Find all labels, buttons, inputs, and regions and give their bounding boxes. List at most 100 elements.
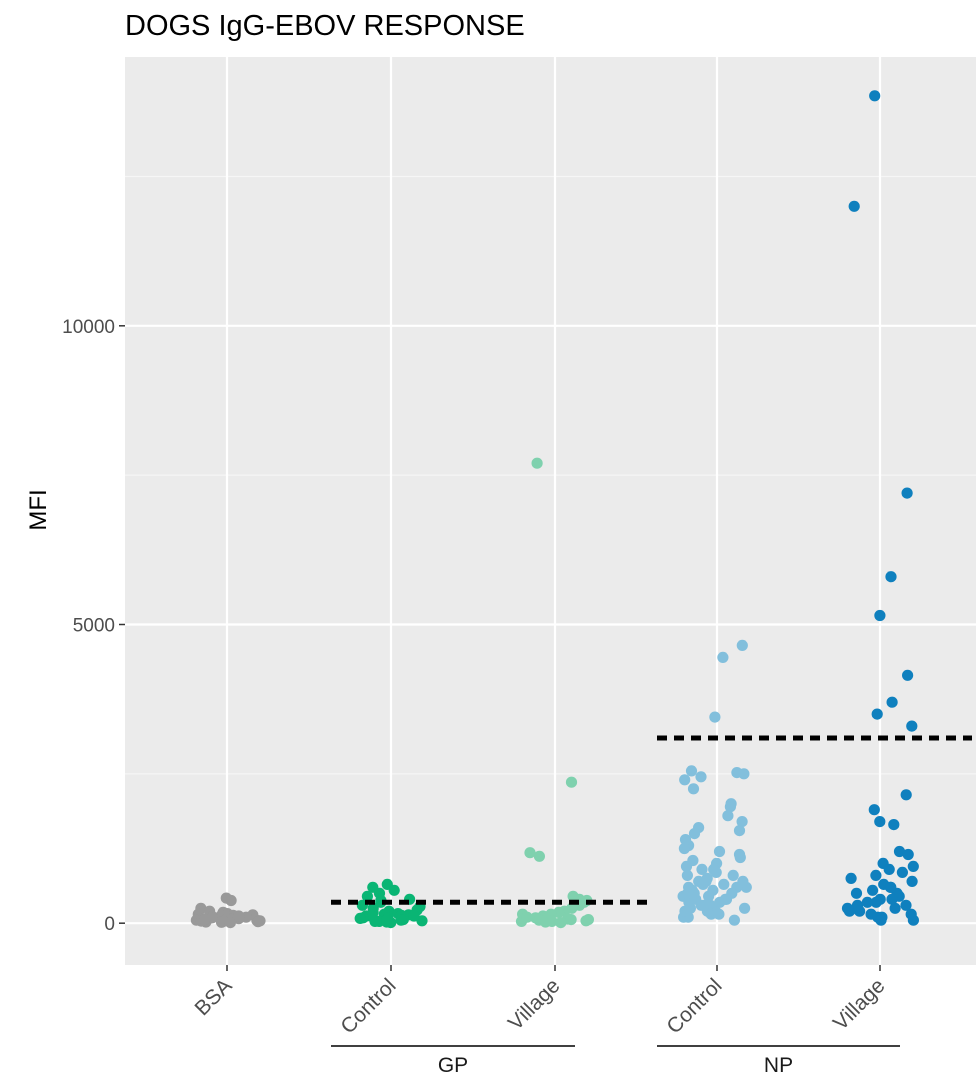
data-point: [718, 878, 730, 891]
y-tick-label: 10000: [62, 317, 115, 338]
gridlines: [125, 57, 976, 965]
data-point: [696, 863, 708, 876]
x-tick-label: Control: [662, 974, 726, 1038]
data-point: [524, 847, 536, 859]
data-point: [408, 910, 420, 922]
data-point: [381, 914, 393, 926]
group-label: NP: [764, 1054, 793, 1077]
data-point: [233, 910, 245, 922]
data-point: [565, 914, 577, 926]
data-point: [902, 848, 914, 861]
data-point: [733, 825, 746, 837]
data-point: [199, 914, 211, 926]
data-point: [582, 914, 595, 926]
data-point: [709, 711, 721, 723]
data-point: [682, 887, 694, 899]
data-point: [678, 842, 691, 855]
data-point: [885, 881, 897, 893]
data-point: [369, 915, 381, 928]
data-point: [861, 896, 874, 908]
data-point: [687, 783, 700, 795]
data-point: [902, 669, 914, 681]
data-point: [224, 917, 236, 929]
data-point: [871, 708, 883, 720]
data-point: [685, 765, 698, 777]
x-tick-label: Village: [829, 974, 890, 1035]
x-tick-label: Village: [504, 974, 565, 1035]
y-axis-ticks: 0 5000 10000: [62, 317, 125, 935]
data-point: [354, 912, 366, 925]
y-tick-label: 0: [104, 914, 115, 935]
data-point: [900, 899, 912, 911]
data-point: [679, 905, 691, 917]
data-point: [867, 884, 879, 896]
data-point: [727, 869, 739, 882]
data-point: [713, 845, 726, 858]
data-point: [901, 487, 913, 499]
data-point: [679, 774, 691, 786]
data-point: [854, 905, 866, 917]
data-point: [874, 609, 886, 622]
data-point: [907, 860, 919, 873]
data-point: [690, 893, 702, 905]
data-point: [739, 902, 751, 914]
data-point: [565, 776, 578, 788]
data-point: [870, 896, 882, 908]
group-label: GP: [438, 1054, 468, 1077]
data-point: [870, 869, 882, 882]
chart-title: DOGS IgG-EBOV RESPONSE: [125, 10, 525, 42]
y-axis-label: MFI: [25, 489, 52, 530]
data-point: [714, 896, 726, 908]
data-point: [254, 915, 266, 927]
data-point: [695, 771, 707, 783]
data-point: [896, 866, 909, 879]
cutoff-lines: [331, 735, 972, 905]
data-point: [906, 875, 918, 888]
data-point: [888, 819, 900, 831]
group-brackets: GP NP: [331, 1045, 900, 1077]
data-point: [900, 789, 912, 801]
data-point: [883, 863, 895, 876]
data-point: [889, 902, 901, 914]
data-point: [850, 887, 863, 899]
data-point: [841, 902, 854, 914]
data-point: [388, 884, 400, 896]
data-point: [375, 896, 387, 908]
data-point: [848, 200, 860, 212]
data-point: [728, 914, 741, 926]
data-point: [681, 869, 694, 882]
x-axis-ticks: BSA Control Village Control Village: [191, 965, 890, 1038]
x-tick-label: BSA: [191, 974, 237, 1020]
data-point: [555, 917, 567, 929]
data-point: [905, 908, 917, 920]
data-point: [225, 894, 237, 907]
data-point: [906, 720, 918, 732]
y-tick-label: 5000: [73, 616, 115, 637]
data-point: [886, 696, 898, 708]
data-point: [531, 457, 543, 469]
data-point: [703, 890, 715, 902]
data-point: [717, 651, 729, 664]
data-point: [395, 914, 407, 926]
data-point: [874, 816, 886, 828]
data-point: [700, 875, 712, 888]
data-point: [734, 851, 746, 864]
data-point: [886, 893, 898, 905]
data-points: [190, 90, 920, 929]
data-point: [533, 850, 546, 862]
data-point: [698, 899, 710, 911]
data-point: [875, 914, 887, 926]
data-point: [738, 768, 750, 780]
data-point: [736, 639, 748, 652]
data-point: [546, 915, 558, 928]
data-point: [724, 801, 737, 813]
data-point: [868, 804, 880, 816]
data-point: [869, 90, 881, 102]
data-point: [680, 860, 693, 873]
data-point: [737, 875, 749, 888]
x-tick-label: Control: [336, 974, 400, 1038]
data-point: [713, 908, 725, 920]
data-point: [722, 810, 734, 822]
data-point: [688, 828, 701, 840]
